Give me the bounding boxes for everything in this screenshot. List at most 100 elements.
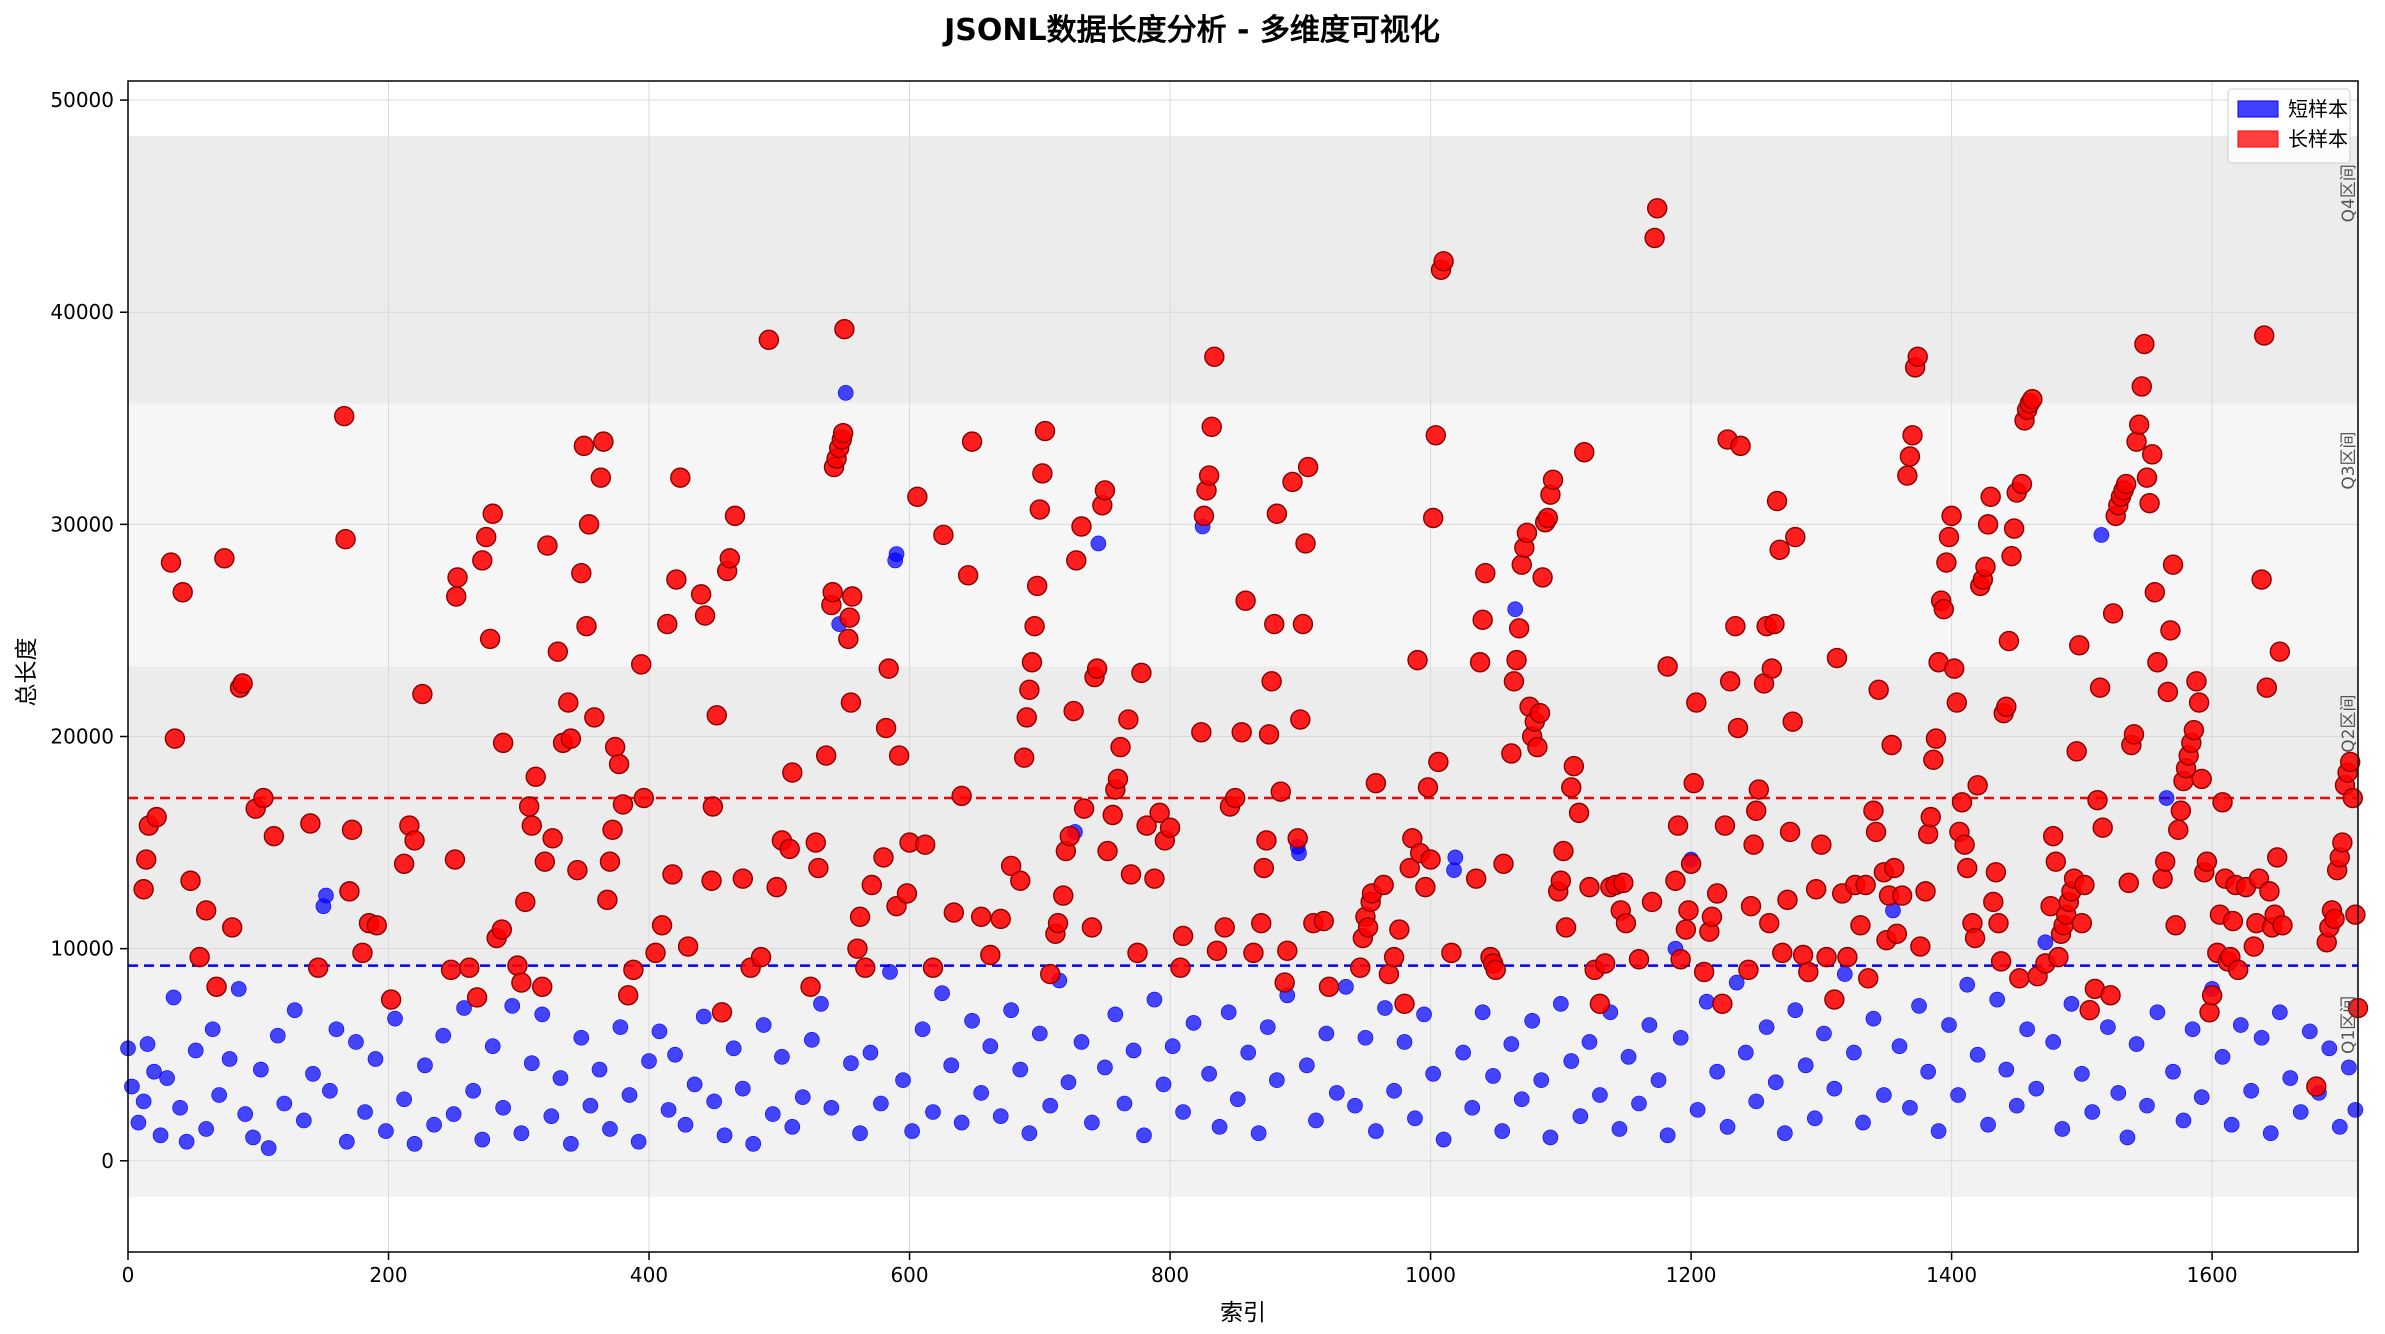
long-sample-point [855,957,876,978]
short-sample-point [1902,1099,1918,1116]
long-sample-point [1977,514,1999,535]
short-sample-point [2139,1097,2155,1114]
short-sample-point [1269,1072,1285,1088]
short-sample-point [973,1085,989,1101]
long-sample-point [573,435,595,457]
long-sample-point [2243,936,2264,957]
long-sample-point [1850,915,1871,936]
long-sample-point [1941,505,1962,527]
x-tick-label: 200 [369,1263,407,1287]
long-sample-point [1172,925,1194,947]
legend-label-2: 长样本 [2288,127,2348,151]
long-sample-point [1811,834,1832,855]
short-sample-point [318,887,334,904]
long-sample-point [195,900,217,921]
short-sample-point [2272,1004,2288,1021]
long-sample-point [602,819,623,841]
long-sample-point [532,976,553,998]
short-sample-point [1553,995,1569,1012]
short-sample-point [1396,1034,1413,1050]
long-sample-point [2115,473,2137,495]
long-sample-point [701,870,722,891]
long-sample-point [1884,857,1905,879]
long-sample-point [2160,620,2181,641]
long-sample-point [1231,722,1252,743]
long-sample-point [842,586,863,607]
short-sample-point [1347,1097,1363,1114]
long-sample-point [711,1002,733,1023]
short-sample-point [1911,998,1927,1014]
short-sample-point [1031,1025,1048,1042]
long-sample-point [1399,857,1420,879]
long-sample-points [133,198,2369,1097]
long-sample-point [1063,700,1084,722]
short-sample-point [406,1136,423,1152]
long-sample-point [1422,507,1444,529]
long-sample-point [2141,444,2163,465]
long-sample-point [1855,874,1876,896]
short-sample-point [1758,1019,1775,1035]
long-sample-point [2254,325,2275,346]
long-sample-point [352,942,373,964]
long-sample-point [1740,896,1762,917]
long-sample-point [1297,456,1319,478]
long-sample-point [2155,851,2176,872]
short-sample-point [146,1063,162,1080]
long-sample-point [1261,671,1282,692]
long-sample-point [1944,658,1965,679]
long-sample-point [666,569,687,590]
short-sample-point [1513,1091,1530,1108]
long-sample-point [335,529,356,550]
short-sample-point [357,1104,373,1120]
short-sample-point [1507,601,1524,618]
long-sample-point [446,586,467,607]
plot-frame [127,80,2359,1253]
long-sample-point [1420,849,1441,870]
long-sample-point [560,728,582,749]
y-axis-label: 总长度 [14,638,40,707]
short-sample-point [651,1023,668,1040]
long-sample-point [584,707,605,728]
long-sample-point [690,584,712,605]
long-sample-point [1047,912,1069,934]
long-sample-point [1159,817,1181,838]
long-sample-point [1428,751,1449,773]
long-sample-point [1946,692,1968,713]
short-sample-point [348,1034,364,1050]
long-sample-point [758,329,780,351]
long-sample-point [1120,864,1142,885]
short-sample-points [120,385,2364,1156]
long-sample-point [1214,917,1235,938]
short-sample-point [784,1119,801,1135]
long-sample-point [1589,993,1611,1014]
short-sample-point [187,1042,204,1059]
long-sample-point [459,957,480,978]
short-sample-point [725,1040,742,1057]
long-sample-point [896,883,918,904]
short-sample-point [1474,1004,1491,1021]
long-sample-point [645,942,666,964]
long-sample-point [1010,870,1031,891]
short-sample-point [1611,1121,1628,1137]
short-sample-point [804,1032,820,1048]
short-sample-point [1846,1044,1862,1061]
long-sample-point [604,736,626,758]
long-sample-point [534,851,556,872]
long-sample-point [590,467,612,488]
y-tick-label: 0 [101,1149,114,1173]
long-sample-point [599,851,621,872]
long-sample-point [1761,658,1783,679]
long-sample-point [339,881,360,902]
long-sample-point [1983,891,2004,913]
long-sample-point [2339,751,2361,773]
long-sample-point [1365,772,1387,794]
short-sample-point [843,1055,859,1071]
long-sample-point [1644,227,1665,249]
short-sample-point [621,1087,638,1103]
long-sample-point [1102,804,1123,826]
short-sample-point [513,1125,530,1142]
short-sample-point [1240,1044,1257,1061]
long-sample-point [782,762,803,783]
long-sample-point [2045,851,2067,872]
long-sample-point [1743,834,1764,855]
